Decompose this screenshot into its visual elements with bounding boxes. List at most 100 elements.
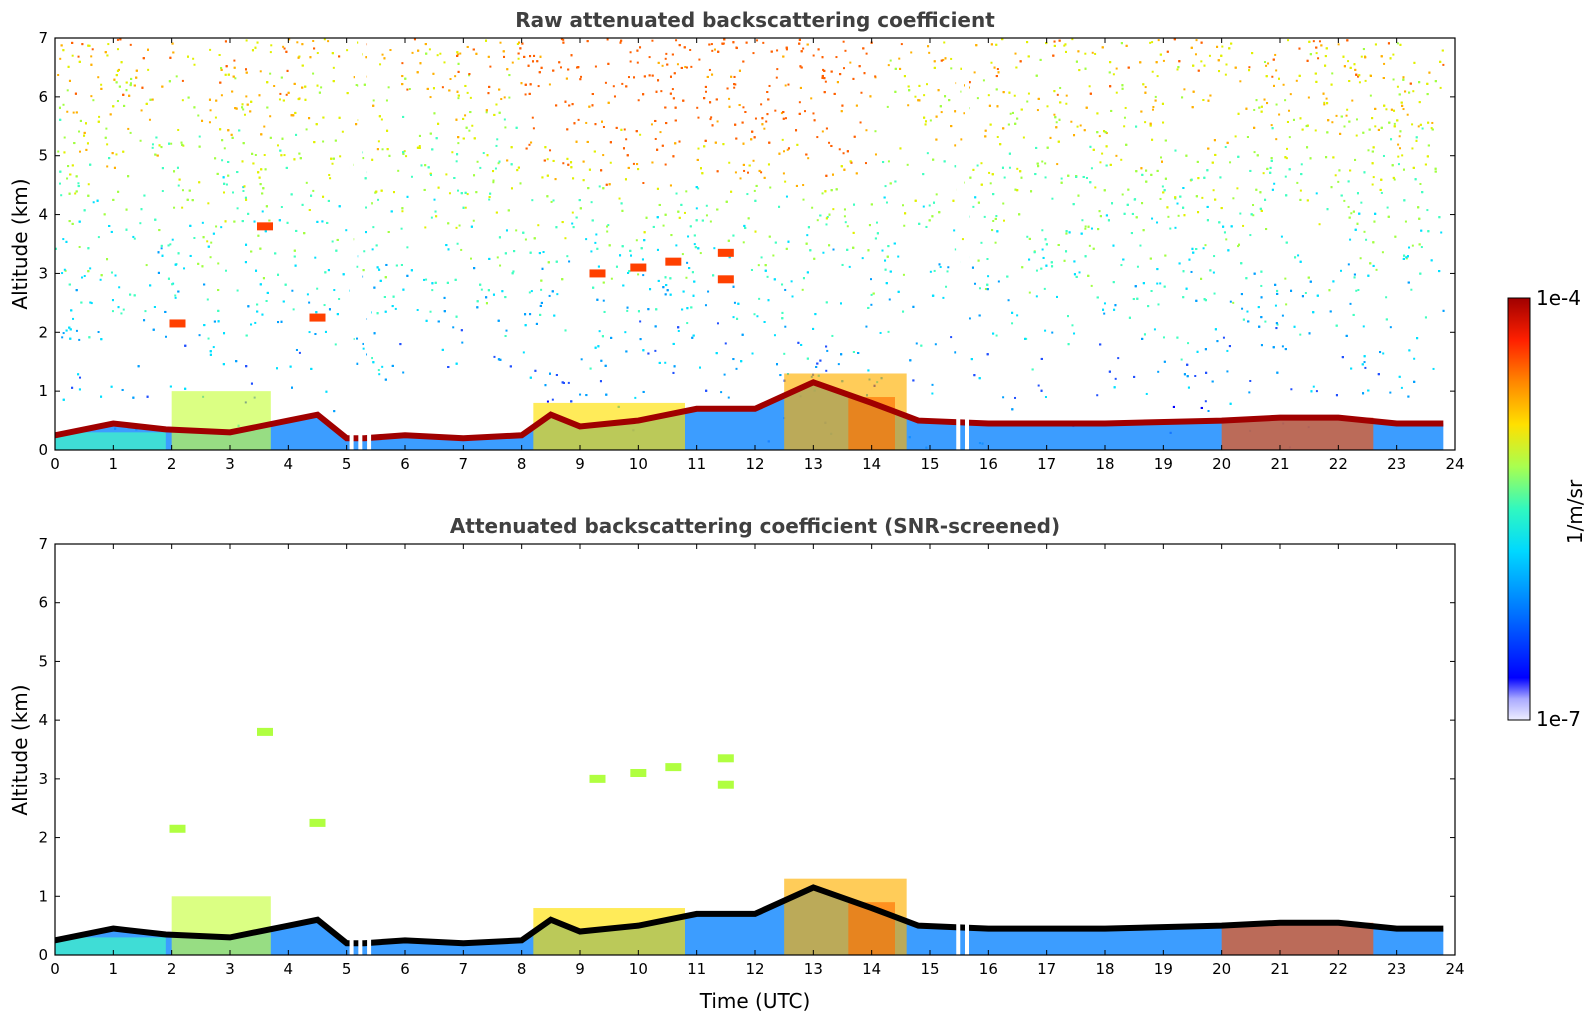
noise-pixel: [125, 89, 128, 92]
noise-pixel: [993, 66, 996, 69]
noise-pixel: [513, 250, 516, 253]
noise-pixel: [106, 54, 109, 57]
noise-pixel: [1214, 153, 1217, 156]
noise-pixel: [1232, 301, 1235, 304]
noise-pixel: [733, 301, 736, 304]
noise-pixel: [1260, 270, 1263, 273]
noise-pixel: [666, 63, 669, 66]
noise-pixel: [1252, 214, 1255, 217]
noise-pixel: [308, 209, 311, 212]
noise-pixel: [356, 265, 359, 268]
noise-pixel: [648, 56, 651, 59]
noise-pixel: [1185, 154, 1188, 157]
noise-pixel: [1413, 380, 1416, 383]
noise-pixel: [1228, 345, 1231, 348]
noise-pixel: [106, 143, 109, 146]
noise-pixel: [63, 136, 66, 139]
noise-pixel: [664, 361, 667, 364]
noise-pixel: [455, 362, 458, 365]
noise-pixel: [1405, 257, 1408, 260]
noise-pixel: [742, 142, 745, 145]
noise-pixel: [703, 97, 706, 100]
noise-pixel: [661, 64, 664, 67]
noise-pixel: [555, 104, 558, 107]
noise-pixel: [800, 66, 803, 69]
noise-pixel: [1382, 154, 1385, 157]
noise-pixel: [1058, 118, 1061, 121]
noise-pixel: [1308, 332, 1311, 335]
noise-pixel: [925, 225, 928, 228]
noise-pixel: [722, 42, 725, 45]
noise-pixel: [447, 248, 450, 251]
noise-pixel: [498, 160, 501, 163]
noise-pixel: [1398, 375, 1401, 378]
noise-pixel: [1084, 52, 1087, 55]
noise-pixel: [436, 54, 439, 57]
noise-pixel: [651, 161, 654, 164]
noise-pixel: [579, 207, 582, 210]
noise-pixel: [447, 366, 450, 369]
noise-pixel: [730, 75, 733, 78]
noise-pixel: [561, 278, 564, 281]
noise-pixel: [1041, 248, 1044, 251]
noise-pixel: [928, 204, 931, 207]
noise-pixel: [678, 44, 681, 47]
noise-pixel: [706, 75, 709, 78]
noise-pixel: [1314, 129, 1317, 132]
noise-pixel: [152, 328, 155, 331]
noise-pixel: [959, 90, 962, 93]
noise-pixel: [522, 231, 525, 234]
noise-pixel: [1297, 254, 1300, 257]
noise-pixel: [88, 336, 91, 339]
noise-pixel: [1392, 53, 1395, 56]
noise-pixel: [674, 106, 677, 109]
noise-pixel: [132, 235, 135, 238]
noise-pixel: [286, 221, 289, 224]
noise-pixel: [1027, 55, 1030, 58]
noise-pixel: [650, 123, 653, 126]
noise-pixel: [1248, 69, 1251, 72]
noise-pixel: [334, 343, 337, 346]
noise-pixel: [1008, 152, 1011, 155]
noise-pixel: [85, 148, 88, 151]
noise-pixel: [363, 250, 366, 253]
noise-pixel: [1338, 169, 1341, 172]
noise-pixel: [245, 95, 248, 98]
noise-pixel: [377, 140, 380, 143]
noise-pixel: [127, 175, 130, 178]
noise-pixel: [83, 275, 86, 278]
noise-pixel: [776, 49, 779, 52]
noise-pixel: [649, 288, 652, 291]
noise-pixel: [531, 116, 534, 119]
noise-pixel: [505, 329, 508, 332]
noise-pixel: [1098, 135, 1101, 138]
noise-pixel: [899, 147, 902, 150]
noise-pixel: [402, 152, 405, 155]
noise-pixel: [72, 111, 75, 114]
noise-pixel: [1272, 84, 1275, 87]
noise-pixel: [1202, 99, 1205, 102]
noise-pixel: [1156, 282, 1159, 285]
noise-pixel: [567, 68, 570, 71]
noise-pixel: [406, 274, 409, 277]
noise-pixel: [371, 158, 374, 161]
noise-pixel: [826, 349, 829, 352]
noise-pixel: [489, 192, 492, 195]
noise-pixel: [212, 346, 215, 349]
noise-pixel: [452, 326, 455, 329]
noise-pixel: [870, 293, 873, 296]
noise-pixel: [590, 250, 593, 253]
noise-pixel: [1191, 106, 1194, 109]
noise-pixel: [468, 73, 471, 76]
noise-pixel: [654, 137, 657, 140]
noise-pixel: [800, 343, 803, 346]
noise-pixel: [454, 278, 457, 281]
noise-pixel: [732, 316, 735, 319]
noise-pixel: [1325, 97, 1328, 100]
noise-pixel: [884, 185, 887, 188]
noise-pixel: [77, 373, 80, 376]
noise-pixel: [424, 164, 427, 167]
noise-pixel: [1101, 152, 1104, 155]
noise-pixel: [496, 138, 499, 141]
noise-pixel: [883, 196, 886, 199]
